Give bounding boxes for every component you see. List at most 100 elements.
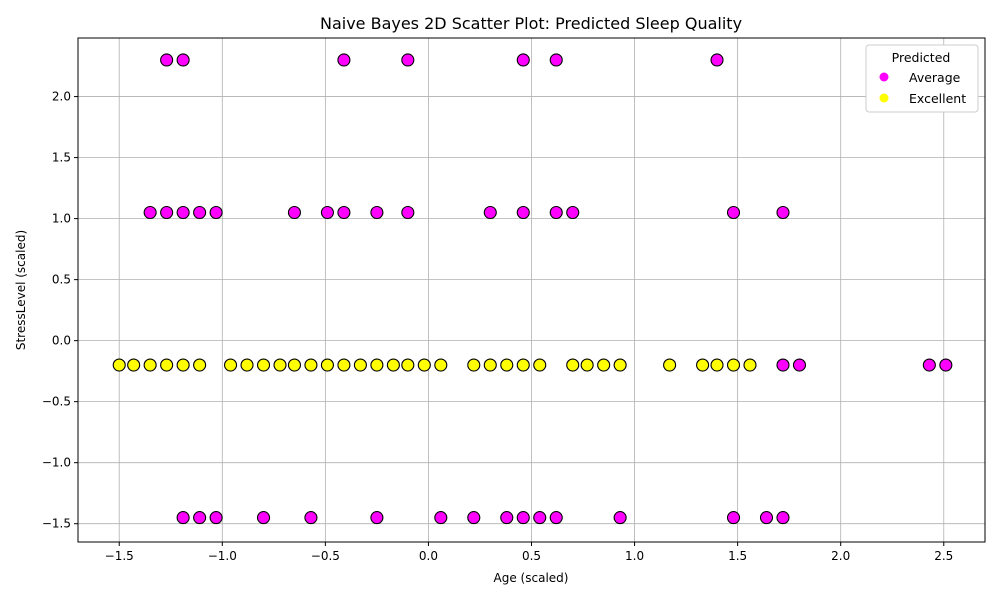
point-excellent <box>483 358 497 372</box>
point-average <box>613 511 627 525</box>
point-excellent <box>370 358 384 372</box>
point-average <box>516 205 530 220</box>
point-excellent <box>710 358 724 372</box>
point-average <box>759 511 774 525</box>
y-tick-label: 0.5 <box>52 273 71 287</box>
point-average <box>710 53 724 67</box>
point-excellent <box>743 358 757 372</box>
point-excellent <box>273 358 287 372</box>
y-tick-label: 0.0 <box>52 334 71 348</box>
legend-label-average: Average <box>909 70 961 85</box>
point-average <box>549 511 563 525</box>
point-average <box>176 53 190 67</box>
point-average <box>726 205 741 220</box>
point-average <box>370 205 384 220</box>
y-tick-label: −1.0 <box>42 456 71 470</box>
point-excellent <box>287 358 301 372</box>
point-excellent <box>467 358 481 372</box>
point-average <box>401 205 415 220</box>
point-average <box>193 511 207 525</box>
point-average <box>776 358 790 372</box>
point-average <box>370 511 384 525</box>
point-average <box>516 511 530 525</box>
y-axis-label: StressLevel (scaled) <box>14 230 28 350</box>
point-average <box>726 511 741 525</box>
point-average <box>337 53 351 67</box>
point-average <box>337 205 351 220</box>
point-average <box>467 511 481 525</box>
point-excellent <box>533 358 547 372</box>
point-excellent <box>240 358 254 372</box>
point-average <box>516 53 530 67</box>
point-excellent <box>580 358 594 372</box>
x-tick-label: 0.0 <box>419 549 438 563</box>
data-points <box>112 53 953 525</box>
point-average <box>939 358 953 372</box>
point-excellent <box>304 358 318 372</box>
point-excellent <box>112 358 126 372</box>
x-tick-label: 1.0 <box>625 549 644 563</box>
point-average <box>209 511 223 525</box>
point-average <box>320 205 334 220</box>
point-excellent <box>127 358 141 372</box>
point-average <box>256 511 271 525</box>
point-excellent <box>223 358 238 372</box>
legend-box <box>865 44 979 113</box>
point-excellent <box>320 358 334 372</box>
point-excellent <box>726 358 741 372</box>
grid <box>78 38 985 542</box>
point-excellent <box>337 358 351 372</box>
legend-label-excellent: Excellent <box>909 91 966 106</box>
point-excellent <box>663 358 677 372</box>
point-average <box>776 511 790 525</box>
point-excellent <box>353 358 367 372</box>
x-tick-label: −1.5 <box>105 549 134 563</box>
x-tick-label: 2.0 <box>831 549 850 563</box>
point-excellent <box>176 358 190 372</box>
point-average <box>287 205 301 220</box>
y-tick-label: −0.5 <box>42 395 71 409</box>
point-average <box>193 205 207 220</box>
point-average <box>401 53 415 67</box>
point-excellent <box>401 358 415 372</box>
point-excellent <box>696 358 710 372</box>
point-excellent <box>516 358 530 372</box>
point-excellent <box>597 358 611 372</box>
legend-marker-excellent <box>879 93 889 103</box>
point-excellent <box>193 358 207 372</box>
point-excellent <box>434 358 448 372</box>
point-average <box>500 511 514 525</box>
point-average <box>160 53 174 67</box>
x-axis-label: Age (scaled) <box>494 571 569 585</box>
point-excellent <box>566 358 580 372</box>
axis-ticks: −1.5 −1.0 −0.5 0.0 0.5 1.0 1.5 2.0 2.5 −1.5 −1.0 −0… <box>42 90 953 563</box>
point-average <box>922 358 936 372</box>
point-average <box>176 205 190 220</box>
point-excellent <box>613 358 627 372</box>
legend-marker-average <box>879 72 889 82</box>
point-average <box>304 511 318 525</box>
y-tick-label: 1.0 <box>52 212 71 226</box>
point-excellent <box>256 358 271 372</box>
y-tick-label: −1.5 <box>42 517 71 531</box>
point-excellent <box>500 358 514 372</box>
chart-title: Naive Bayes 2D Scatter Plot: Predicted S… <box>320 14 742 33</box>
point-average <box>776 205 790 220</box>
point-average <box>434 511 448 525</box>
legend-title: Predicted <box>892 50 951 65</box>
point-average <box>143 205 157 220</box>
y-tick-label: 1.5 <box>52 151 71 165</box>
point-excellent <box>386 358 400 372</box>
point-excellent <box>143 358 157 372</box>
x-tick-label: 0.5 <box>522 549 541 563</box>
point-average <box>549 53 563 67</box>
y-tick-label: 2.0 <box>52 90 71 104</box>
legend: Predicted Average Excellent <box>865 44 979 113</box>
point-average <box>176 511 190 525</box>
point-average <box>792 358 807 372</box>
point-average <box>533 511 547 525</box>
point-average <box>566 205 580 220</box>
point-excellent <box>160 358 174 372</box>
x-tick-label: 2.5 <box>934 549 953 563</box>
